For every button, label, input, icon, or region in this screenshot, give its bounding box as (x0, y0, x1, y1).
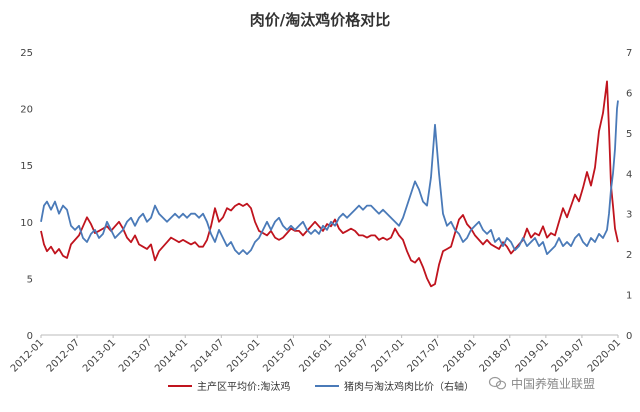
y-right-tick-label: 4 (626, 169, 632, 180)
series-line-chicken-price (40, 80, 619, 288)
watermark: 中国养殖业联盟 (488, 376, 595, 391)
x-tick-label: 2014-07 (189, 337, 226, 374)
y-right-tick-label: 7 (626, 48, 632, 59)
legend-label-chicken-price: 主产区平均价:淘汰鸡 (197, 380, 290, 393)
y-left-tick-label: 0 (27, 331, 33, 342)
legend-label-price-ratio: 猪肉与淘汰鸡肉比价（右轴） (344, 380, 474, 393)
y-left-tick-label: 20 (20, 105, 33, 116)
axes: 0510152025012345672012-012012-072013-012… (9, 48, 633, 375)
x-tick-label: 2015-01 (225, 337, 262, 374)
x-tick-label: 2018-01 (442, 337, 479, 374)
y-right-tick-label: 1 (626, 291, 632, 302)
x-tick-label: 2018-07 (478, 337, 515, 374)
x-tick-label: 2012-07 (45, 337, 82, 374)
chart-title: 肉价/淘汰鸡价格对比 (250, 11, 390, 29)
x-tick-label: 2015-07 (261, 337, 298, 374)
y-left-tick-label: 15 (20, 161, 33, 172)
x-tick-label: 2019-01 (514, 337, 551, 374)
y-left-tick-label: 5 (27, 274, 33, 285)
y-right-tick-label: 5 (626, 129, 632, 140)
x-tick-label: 2016-07 (333, 337, 370, 374)
series-layer (40, 80, 619, 288)
x-tick-label: 2013-07 (117, 337, 154, 374)
x-tick-label: 2017-01 (369, 337, 406, 374)
y-right-tick-label: 3 (626, 210, 632, 221)
x-tick-label: 2019-07 (550, 337, 587, 374)
x-tick-label: 2012-01 (9, 337, 46, 374)
series-line-price-ratio (40, 100, 619, 255)
x-tick-label: 2013-01 (81, 337, 118, 374)
wechat-icon (488, 376, 507, 390)
y-right-tick-label: 2 (626, 250, 632, 261)
legend: 主产区平均价:淘汰鸡 猪肉与淘汰鸡肉比价（右轴） (168, 380, 474, 393)
x-tick-label: 2020-01 (586, 337, 623, 374)
x-tick-label: 2014-01 (153, 337, 190, 374)
x-tick-label: 2017-07 (405, 337, 442, 374)
watermark-text: 中国养殖业联盟 (511, 376, 595, 391)
x-tick-label: 2016-01 (297, 337, 334, 374)
y-left-tick-label: 25 (20, 48, 33, 59)
y-right-tick-label: 0 (626, 331, 632, 342)
y-right-tick-label: 6 (626, 88, 632, 99)
y-left-tick-label: 10 (20, 218, 33, 229)
